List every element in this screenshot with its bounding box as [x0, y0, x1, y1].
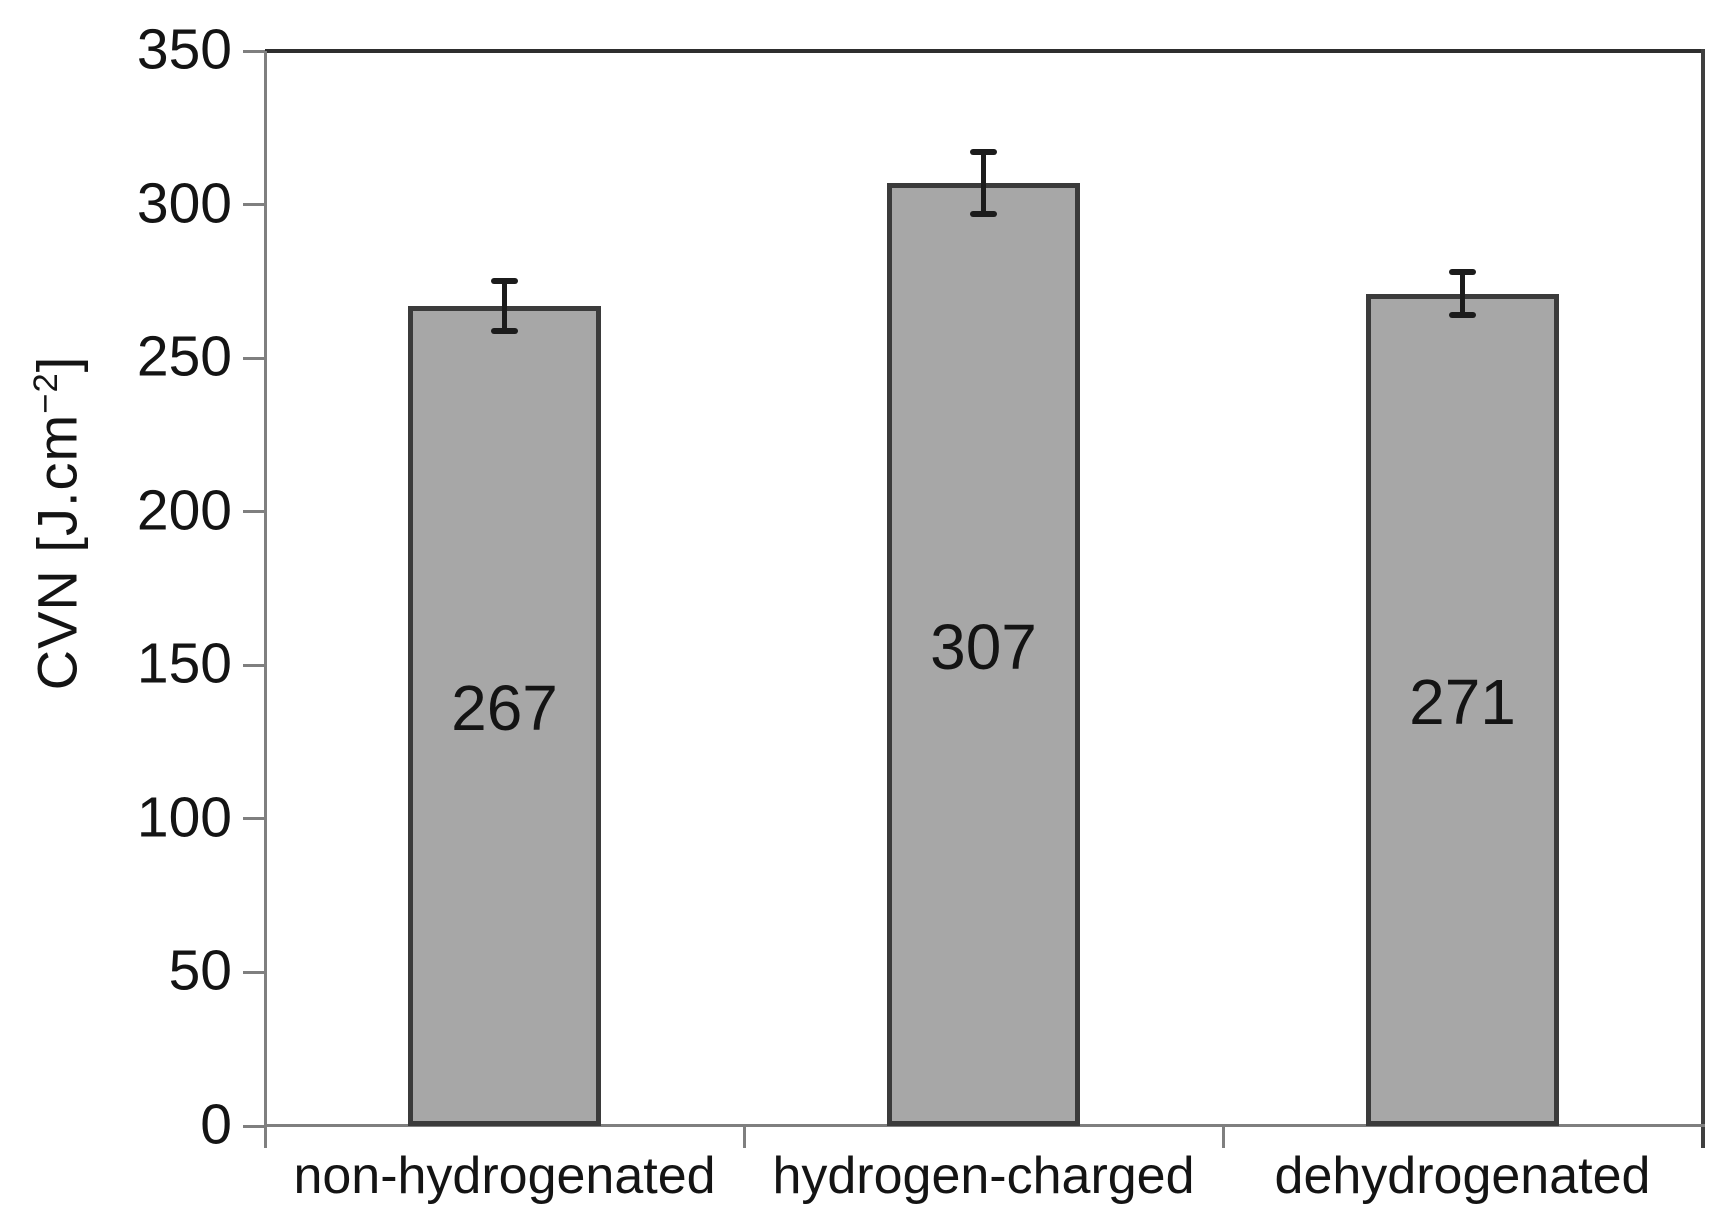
x-tick-mark — [742, 1126, 746, 1148]
bar-dehydrogenated — [1366, 293, 1559, 1126]
y-tick-label-0: 0 — [200, 1092, 232, 1157]
y-tick-label-50: 50 — [168, 939, 232, 1004]
error-bar-line — [981, 152, 986, 214]
bar-value-label: 267 — [451, 671, 558, 744]
x-category-label-dehydrogenated: dehydrogenated — [1274, 1147, 1651, 1205]
bar-value-label: 307 — [930, 610, 1037, 683]
x-tick-mark — [1221, 1126, 1225, 1148]
error-bar-bottom-cap — [491, 327, 518, 334]
error-bar-top-cap — [1449, 269, 1476, 276]
y-tick-label-300: 300 — [136, 171, 232, 236]
y-tick-mark — [243, 510, 265, 514]
x-category-label-hydrogen-charged: hydrogen-charged — [772, 1147, 1195, 1205]
plot-border-top — [265, 49, 1705, 53]
y-axis-line — [264, 51, 267, 1148]
error-bar-line — [502, 281, 507, 331]
y-tick-label-150: 150 — [136, 631, 232, 696]
bar-hydrogen-charged — [887, 183, 1080, 1126]
y-tick-label-250: 250 — [136, 324, 232, 389]
error-bar-top-cap — [491, 278, 518, 285]
error-bar-line — [1460, 272, 1465, 316]
y-tick-mark — [243, 663, 265, 667]
bar-value-label: 271 — [1409, 665, 1516, 738]
y-tick-mark — [243, 49, 265, 53]
y-tick-label-350: 350 — [136, 17, 232, 82]
error-bar-bottom-cap — [970, 210, 997, 217]
y-tick-mark — [243, 1124, 265, 1128]
bar-non-hydrogenated — [408, 305, 601, 1126]
y-tick-mark — [243, 356, 265, 360]
x-category-label-non-hydrogenated: non-hydrogenated — [293, 1147, 716, 1205]
y-tick-mark — [243, 970, 265, 974]
y-tick-mark — [243, 203, 265, 207]
y-tick-mark — [243, 817, 265, 821]
y-tick-label-200: 200 — [136, 478, 232, 543]
error-bar-bottom-cap — [1449, 312, 1476, 319]
plot-border-right — [1701, 49, 1705, 1148]
error-bar-top-cap — [970, 149, 997, 156]
y-tick-label-100: 100 — [136, 785, 232, 850]
